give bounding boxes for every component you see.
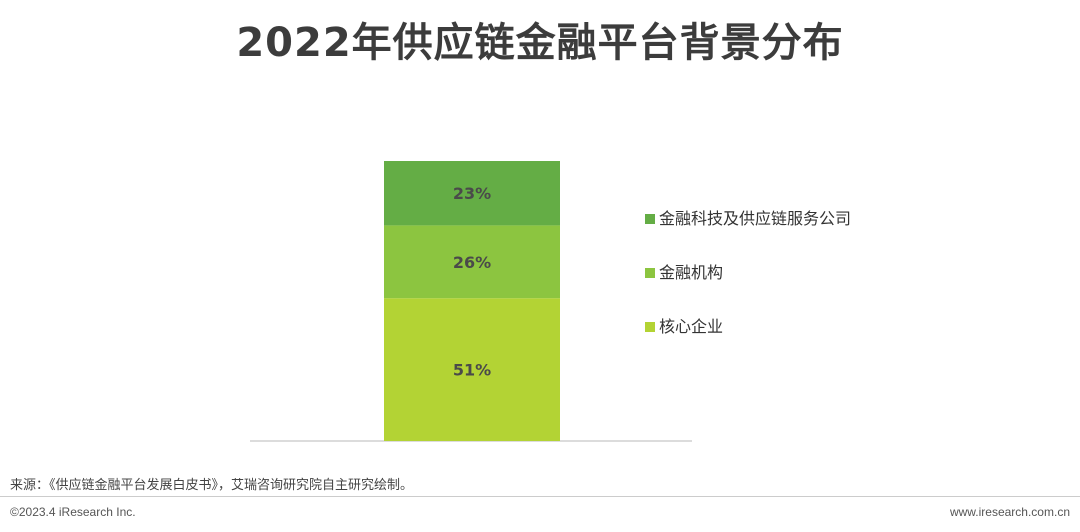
bar-segment-2 (384, 161, 560, 226)
website-link[interactable]: www.iresearch.com.cn (949, 505, 1070, 519)
bar-value-label-0: 51% (453, 361, 491, 380)
source-note: 来源：《供应链金融平台发展白皮书》，艾瑞咨询研究院自主研究绘制。 (10, 478, 414, 493)
copyright-text: ©2023.4 iResearch Inc. (10, 505, 136, 519)
legend-label-2: 核心企业 (659, 317, 723, 336)
bar-value-label-1: 26% (453, 253, 491, 272)
chart-title: 2022年供应链金融平台背景分布 (236, 20, 844, 66)
legend-label-0: 金融科技及供应链服务公司 (659, 209, 851, 228)
legend-swatch-1 (645, 268, 655, 278)
legend-label-1: 金融机构 (659, 263, 723, 282)
bar-segment-1 (384, 225, 560, 299)
legend-swatch-0 (645, 214, 655, 224)
legend-swatch-2 (645, 322, 655, 332)
bar-segment-0 (384, 298, 560, 441)
bar-value-label-2: 23% (453, 184, 491, 203)
footer-divider (0, 496, 1080, 497)
